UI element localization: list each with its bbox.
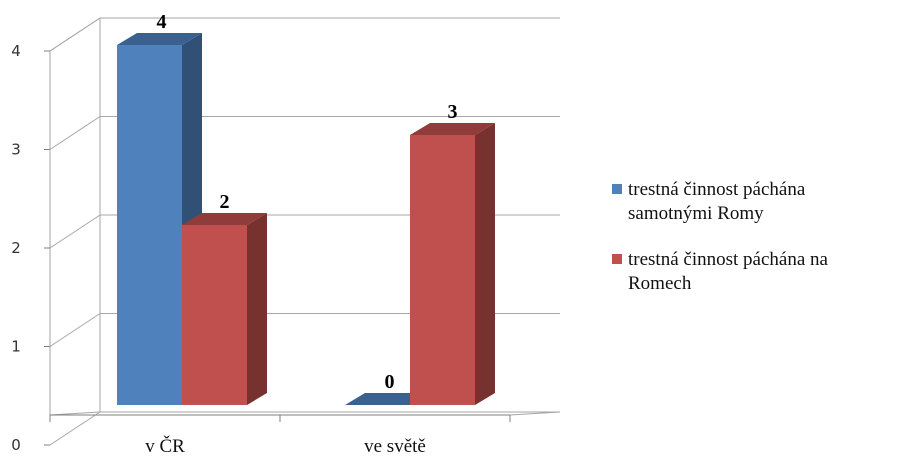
- data-labels: 4 0 2 3: [157, 11, 458, 393]
- y-tick-label: 0: [11, 436, 21, 454]
- legend-label: trestná činnost páchána: [628, 179, 806, 200]
- gridline-side: [49, 116, 101, 150]
- bar-top-face: [117, 33, 202, 45]
- x-category-label: ve světě: [364, 436, 426, 457]
- legend-label: samotnými Romy: [628, 203, 764, 224]
- bar: [410, 123, 495, 405]
- gridline-side: [49, 214, 101, 249]
- bar-top-face: [410, 123, 495, 135]
- gridline-side: [49, 411, 101, 446]
- data-label: 4: [157, 11, 167, 33]
- bar-front-face: [182, 225, 247, 405]
- legend-label: trestná činnost páchána na: [628, 249, 829, 270]
- bars: [117, 33, 495, 405]
- bar-side-face: [475, 123, 495, 405]
- y-tick-label: 3: [11, 141, 21, 159]
- x-axis: v ČR ve světě: [49, 414, 511, 457]
- bar: [182, 213, 267, 405]
- y-axis: 0 1 2 3 4: [11, 42, 50, 454]
- gridline-side: [49, 313, 101, 347]
- bar-front-face: [117, 45, 182, 405]
- legend-swatch: [612, 184, 622, 194]
- data-label: 0: [385, 371, 395, 393]
- gridline-side: [49, 17, 101, 52]
- data-label: 3: [448, 101, 458, 123]
- legend-item: trestná činnost páchána na Romech: [612, 249, 829, 294]
- x-category-label: v ČR: [145, 435, 185, 457]
- bar-top-face: [345, 393, 430, 405]
- data-label: 2: [220, 191, 230, 213]
- bar-side-face: [247, 213, 267, 405]
- y-tick-label: 4: [11, 42, 21, 60]
- y-tick-label: 1: [11, 338, 21, 356]
- legend-item: trestná činnost páchána samotnými Romy: [612, 179, 806, 224]
- y-tick-label: 2: [11, 239, 21, 257]
- legend-label: Romech: [628, 273, 692, 294]
- bar: [345, 393, 430, 405]
- legend-swatch: [612, 254, 622, 264]
- bar-top-face: [182, 213, 267, 225]
- bar-front-face: [410, 135, 475, 405]
